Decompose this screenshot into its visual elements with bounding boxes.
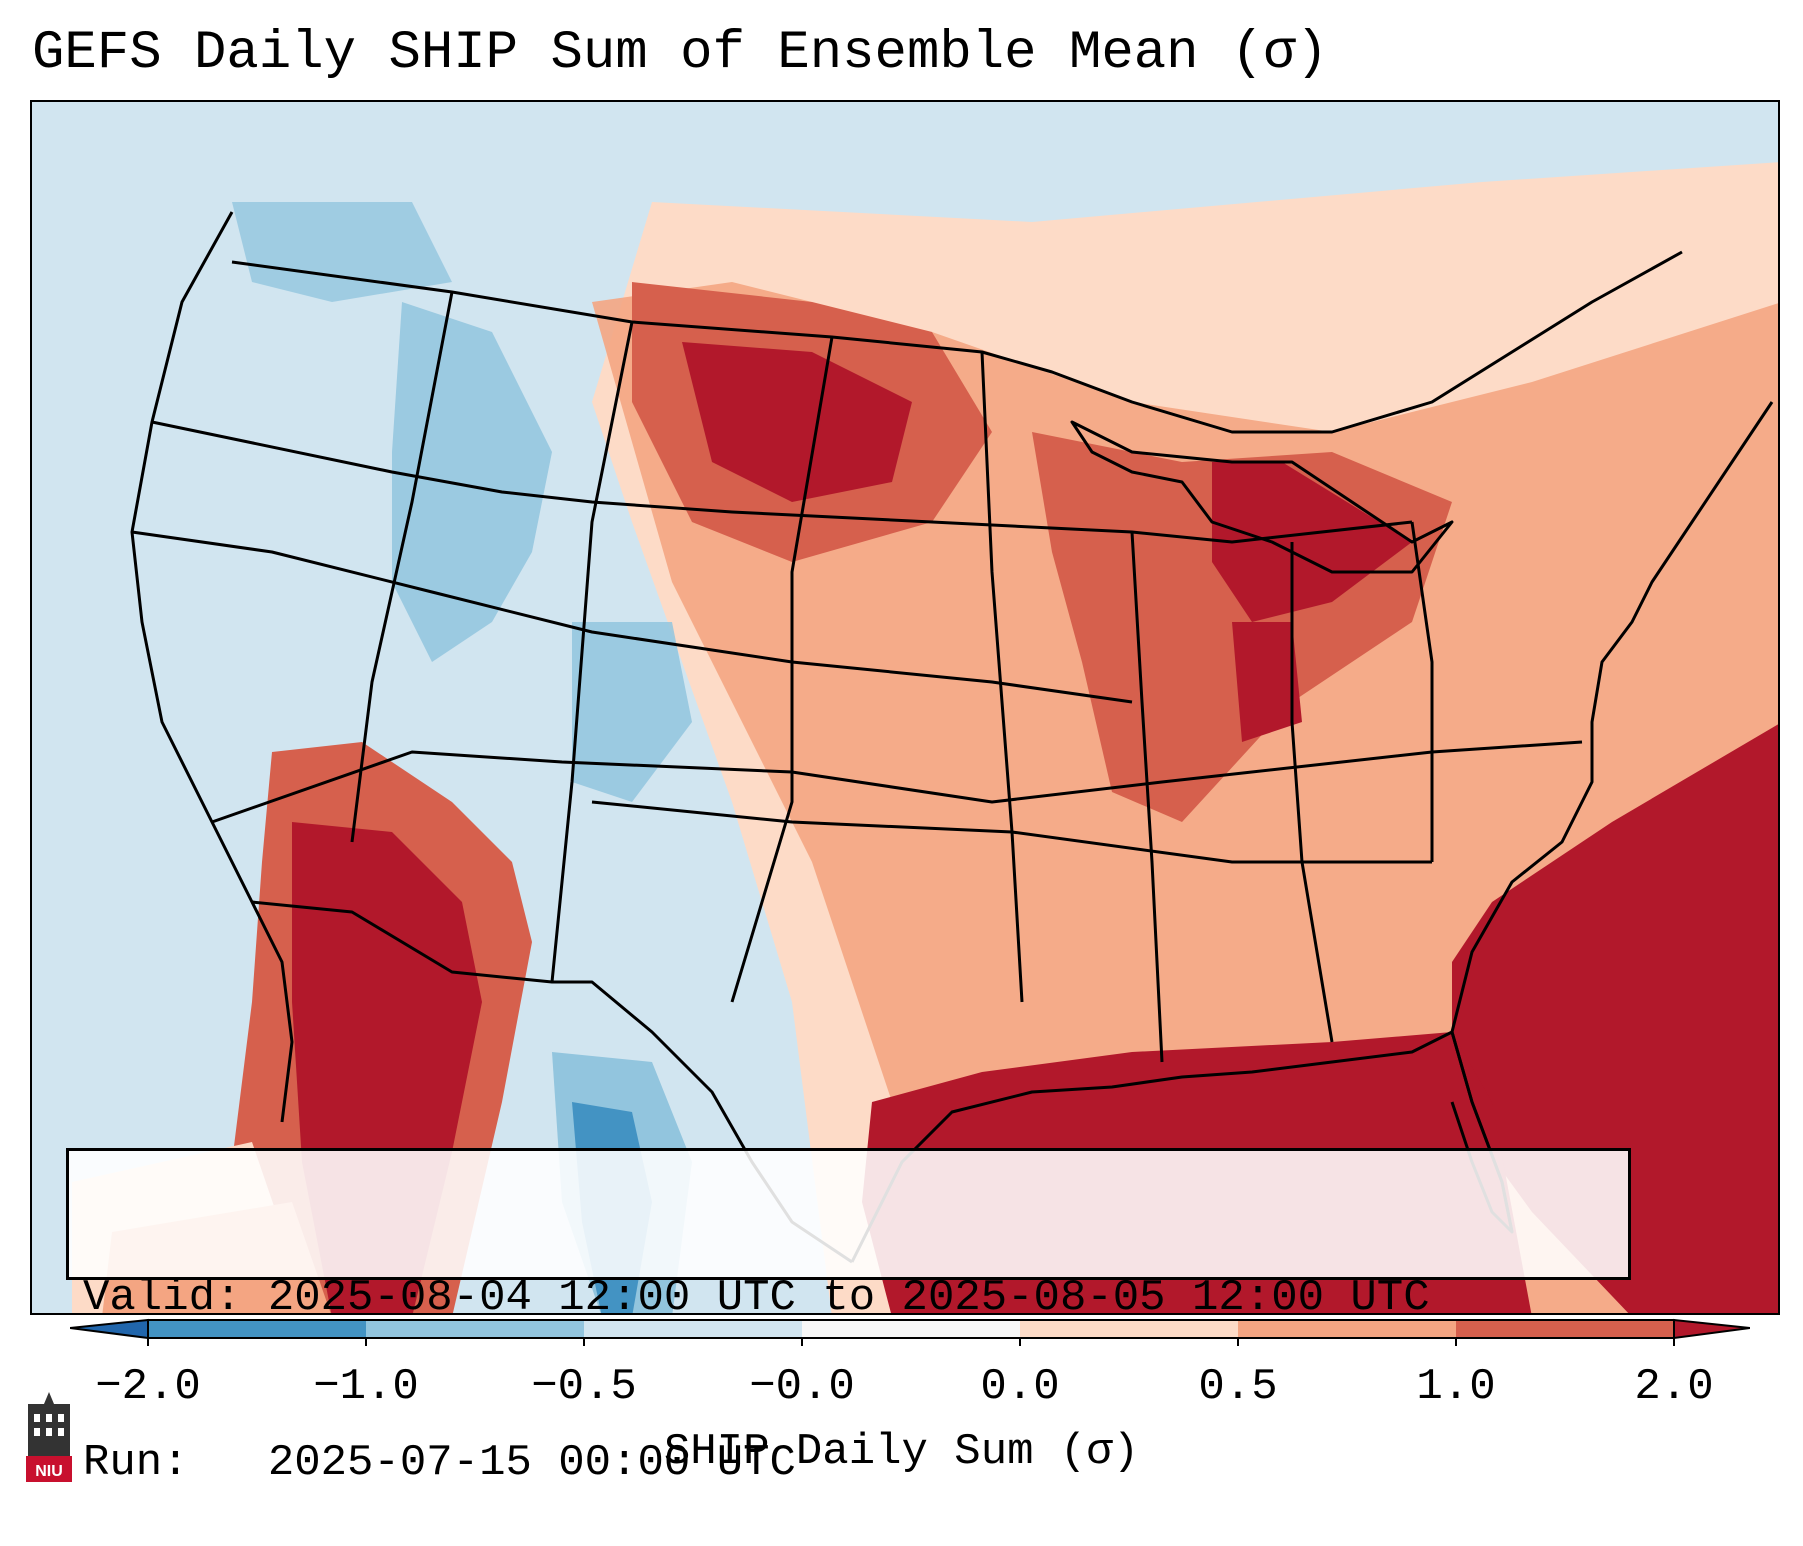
colorbar-bin-1 bbox=[148, 1320, 366, 1338]
state-line-3 bbox=[211, 740, 1583, 824]
colorbar-bin-7 bbox=[1456, 1320, 1674, 1338]
colorbar-tick-label: 0.5 bbox=[1198, 1362, 1278, 1412]
colorbar-outline bbox=[147, 1319, 1675, 1339]
state-line-8 bbox=[980, 351, 1024, 1003]
run-time-text: Run: 2025-07-15 00:00 UTC bbox=[83, 1438, 796, 1488]
state-line-11 bbox=[1410, 521, 1434, 862]
logo-text: NIU bbox=[35, 1463, 63, 1480]
colorbar-tick-label: 0.0 bbox=[980, 1362, 1060, 1412]
colorbar-extend-high bbox=[1673, 1318, 1750, 1340]
political-borders bbox=[130, 211, 1774, 1264]
anomaly-fields bbox=[72, 162, 1778, 1313]
map-canvas bbox=[32, 102, 1778, 1313]
colorbar-extend-low bbox=[70, 1318, 149, 1340]
state-line-10 bbox=[1290, 542, 1334, 1043]
field-extreme-lakes bbox=[1212, 462, 1412, 622]
valid-time-text: Valid: 2025-08-04 12:00 UTC to 2025-08-0… bbox=[83, 1273, 1430, 1323]
colorbar-tick-label: −0.0 bbox=[749, 1362, 855, 1412]
state-line-6 bbox=[550, 321, 634, 983]
state-line-1 bbox=[151, 420, 1413, 544]
great-lakes-outline bbox=[1070, 420, 1454, 574]
coastline-west bbox=[130, 211, 294, 1123]
colorbar bbox=[70, 1318, 1750, 1346]
colorbar-bin-3 bbox=[584, 1320, 802, 1338]
colorbar-tick-label: −2.0 bbox=[95, 1362, 201, 1412]
colorbar-bin-5 bbox=[1020, 1320, 1238, 1338]
east-coast bbox=[1450, 401, 1774, 1033]
field-extreme-dakotas bbox=[682, 342, 912, 502]
state-line-9 bbox=[1130, 531, 1164, 1063]
map-panel[interactable] bbox=[30, 100, 1780, 1315]
university-tower-logo-icon: NIU bbox=[26, 1392, 72, 1482]
colorbar-tick-marks bbox=[147, 1338, 1675, 1346]
colorbar-bin-2 bbox=[366, 1320, 584, 1338]
colorbar-bin-6 bbox=[1238, 1320, 1456, 1338]
field-cool-colorado bbox=[572, 622, 692, 802]
field-extreme-indiana bbox=[1232, 622, 1302, 742]
state-line-5 bbox=[350, 291, 454, 843]
colorbar-tick-label: −1.0 bbox=[313, 1362, 419, 1412]
colorbar-tick-label: 2.0 bbox=[1634, 1362, 1714, 1412]
state-line-7 bbox=[730, 336, 834, 1003]
valid-run-info-box: Valid: 2025-08-04 12:00 UTC to 2025-08-0… bbox=[66, 1148, 1631, 1488]
colorbar-label: SHIP Daily Sum (σ) bbox=[663, 1427, 1140, 1477]
field-cool-washington bbox=[232, 202, 452, 302]
colorbar-tick-label: 1.0 bbox=[1416, 1362, 1496, 1412]
state-line-2 bbox=[131, 530, 1133, 704]
colorbar-bin-4 bbox=[802, 1320, 1020, 1338]
map-title: GEFS Daily SHIP Sum of Ensemble Mean (σ) bbox=[32, 23, 1329, 84]
colorbar-tick-label: −0.5 bbox=[531, 1362, 637, 1412]
